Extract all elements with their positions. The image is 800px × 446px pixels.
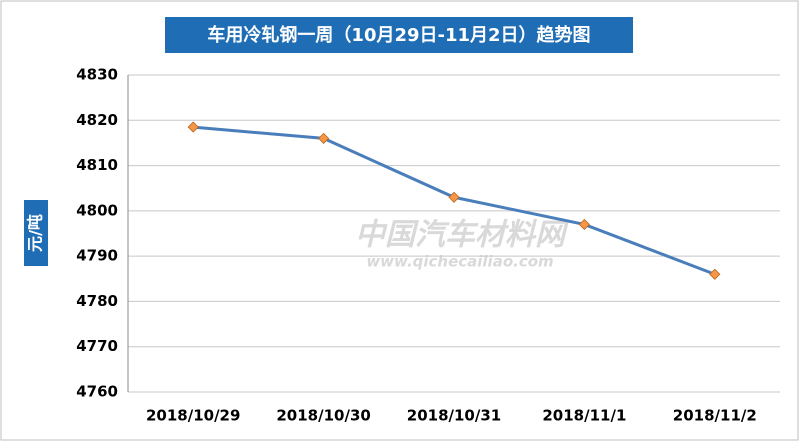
marker — [448, 191, 460, 203]
y-label-box — [24, 200, 48, 266]
chart-title: 车用冷轧钢一周（10月29日-11月2日）趋势图 — [207, 24, 590, 46]
x-tick-label: 2018/11/2 — [673, 407, 757, 425]
y-tick-label: 4810 — [76, 156, 118, 174]
x-tick-label: 2018/10/29 — [146, 407, 240, 425]
watermark: 中国汽车材料网 — [355, 218, 569, 253]
x-tick-label: 2018/10/31 — [407, 407, 501, 425]
y-tick-label: 4770 — [76, 337, 118, 355]
y-tick-label: 4790 — [76, 247, 118, 265]
watermark-url: www.qichecailiao.com — [366, 253, 553, 271]
y-tick-label: 4760 — [76, 383, 118, 401]
y-tick-label: 4780 — [76, 292, 118, 310]
x-tick-label: 2018/11/1 — [542, 407, 626, 425]
marker — [709, 268, 721, 280]
y-tick-label: 4830 — [76, 66, 118, 84]
y-tick-label: 4820 — [76, 111, 118, 129]
marker — [318, 132, 330, 144]
x-tick-label: 2018/10/30 — [276, 407, 370, 425]
y-tick-label: 4800 — [76, 201, 118, 219]
y-axis-label: 元/吨 — [26, 214, 45, 252]
marker — [187, 121, 199, 133]
title-box — [165, 17, 633, 53]
marker — [578, 218, 590, 231]
